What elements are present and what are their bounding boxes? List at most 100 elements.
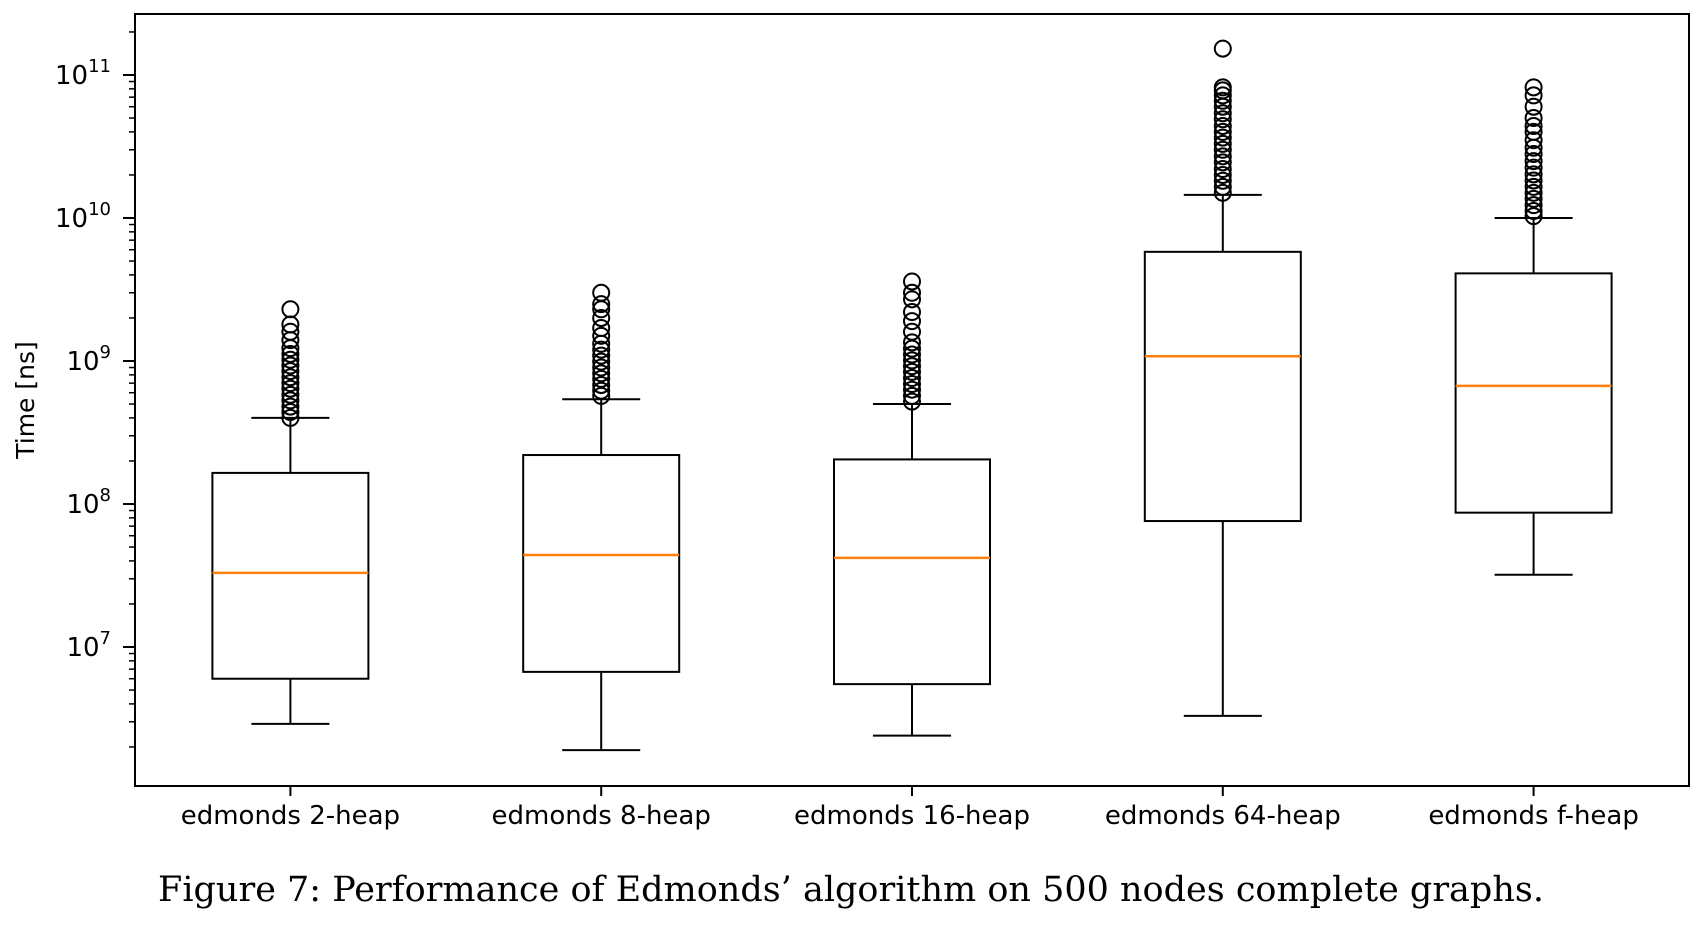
outlier-point bbox=[1524, 158, 1543, 177]
outlier-point bbox=[592, 358, 611, 377]
outlier-point bbox=[281, 402, 300, 421]
outlier-point bbox=[1213, 183, 1232, 202]
outlier-point bbox=[1213, 128, 1232, 147]
outlier-point bbox=[281, 385, 300, 404]
outlier-point bbox=[903, 351, 921, 370]
iqr-box bbox=[522, 454, 681, 673]
outlier-point bbox=[1213, 86, 1232, 105]
outlier-point bbox=[1524, 109, 1543, 128]
outlier-point bbox=[1524, 86, 1543, 105]
outlier-point bbox=[1213, 134, 1232, 153]
outlier-point bbox=[1524, 116, 1543, 135]
outlier-point bbox=[903, 322, 921, 341]
box-group bbox=[522, 283, 681, 752]
outlier-point bbox=[1524, 97, 1543, 116]
outlier-point bbox=[592, 352, 611, 371]
x-tick-label: edmonds 8-heap bbox=[492, 801, 711, 831]
outlier-point bbox=[1524, 207, 1543, 226]
outlier-point bbox=[1213, 39, 1232, 58]
outlier-point bbox=[281, 374, 300, 393]
plot-frame bbox=[134, 13, 1690, 787]
outlier-point bbox=[592, 283, 611, 302]
outlier-point bbox=[1213, 160, 1232, 179]
box-group bbox=[1454, 78, 1613, 576]
outlier-point bbox=[281, 408, 300, 427]
outlier-point bbox=[281, 362, 300, 381]
outlier-point bbox=[592, 308, 611, 327]
y-tick-label: 1010 bbox=[55, 199, 111, 234]
outlier-point bbox=[1213, 91, 1232, 110]
outlier-point bbox=[903, 290, 921, 309]
outlier-point bbox=[592, 386, 611, 405]
outlier-point bbox=[592, 295, 611, 314]
outlier-point bbox=[281, 397, 300, 416]
outlier-point bbox=[903, 392, 921, 411]
outlier-point bbox=[1213, 78, 1232, 97]
outlier-point bbox=[1524, 171, 1543, 190]
outlier-point bbox=[903, 303, 921, 322]
outlier-point bbox=[903, 283, 921, 302]
outlier-point bbox=[903, 312, 921, 331]
outlier-point bbox=[903, 369, 921, 388]
outlier-point bbox=[1524, 201, 1543, 220]
outlier-point bbox=[1524, 131, 1543, 150]
outlier-point bbox=[1213, 147, 1232, 166]
outlier-point bbox=[1213, 116, 1232, 135]
outlier-point bbox=[1524, 145, 1543, 164]
outlier-point bbox=[281, 344, 300, 363]
outlier-point bbox=[281, 350, 300, 369]
outlier-point bbox=[1524, 122, 1543, 141]
outlier-point bbox=[903, 386, 921, 405]
iqr-box bbox=[833, 458, 991, 686]
outlier-point bbox=[1213, 140, 1232, 159]
outlier-point bbox=[592, 375, 611, 394]
outlier-point bbox=[592, 364, 611, 383]
y-tick-label: 107 bbox=[66, 628, 111, 663]
outlier-point bbox=[1524, 78, 1543, 97]
y-tick-label: 109 bbox=[66, 342, 111, 377]
outlier-point bbox=[281, 391, 300, 410]
outlier-point bbox=[1524, 183, 1543, 202]
box-group bbox=[833, 272, 991, 737]
y-tick-label: 1011 bbox=[55, 56, 111, 91]
outlier-point bbox=[1524, 196, 1543, 215]
outlier-point bbox=[1213, 104, 1232, 123]
outlier-point bbox=[1213, 165, 1232, 184]
iqr-box bbox=[1143, 250, 1302, 523]
outlier-point bbox=[281, 356, 300, 375]
outlier-point bbox=[281, 368, 300, 387]
outlier-point bbox=[1213, 110, 1232, 129]
outlier-point bbox=[903, 345, 921, 364]
outlier-point bbox=[592, 319, 611, 338]
outlier-point bbox=[903, 362, 921, 381]
boxplot-chart: 107 108 109 1010 1011 edmonds 2-heap edmonds 8… bbox=[11, 13, 1690, 831]
x-tick-label: edmonds 64-heap bbox=[1105, 801, 1341, 831]
x-tick-label: edmonds f-heap bbox=[1428, 801, 1639, 831]
outlier-point bbox=[592, 340, 611, 359]
outlier-point bbox=[281, 300, 300, 319]
outlier-point bbox=[1213, 122, 1232, 141]
outlier-point bbox=[903, 333, 921, 352]
x-tick-label: edmonds 2-heap bbox=[181, 801, 400, 831]
outlier-point bbox=[903, 375, 921, 394]
figure-caption: Figure 7: Performance of Edmonds’ algori… bbox=[158, 870, 1544, 910]
outlier-point bbox=[281, 322, 300, 341]
outlier-point bbox=[903, 272, 921, 291]
box-group bbox=[211, 300, 370, 725]
outlier-point bbox=[1524, 189, 1543, 208]
outlier-point bbox=[1524, 152, 1543, 171]
iqr-box bbox=[1454, 272, 1613, 514]
outlier-point bbox=[1213, 153, 1232, 172]
outlier-point bbox=[592, 346, 611, 365]
box-group bbox=[1143, 39, 1302, 717]
outlier-point bbox=[592, 381, 611, 400]
iqr-box bbox=[211, 471, 370, 680]
outlier-point bbox=[1524, 165, 1543, 184]
x-tick-label: edmonds 16-heap bbox=[794, 801, 1030, 831]
outlier-point bbox=[903, 357, 921, 376]
outlier-point bbox=[281, 379, 300, 398]
outlier-point bbox=[1213, 177, 1232, 196]
outlier-point bbox=[1213, 171, 1232, 190]
y-tick-label: 108 bbox=[66, 485, 111, 520]
outlier-point bbox=[1524, 177, 1543, 196]
